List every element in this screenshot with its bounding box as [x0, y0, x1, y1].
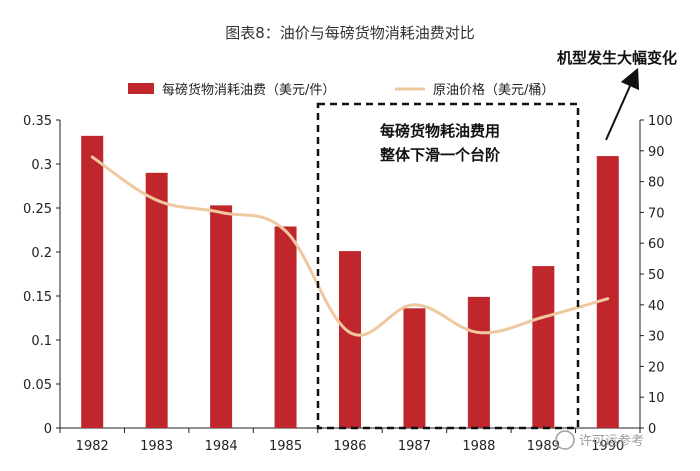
x-tick-label: 1987 [398, 439, 431, 454]
y-left-tick-label: 0.2 [31, 246, 52, 261]
arrow-annotation-text: 机型发生大幅变化 [557, 49, 677, 67]
annotation-arrow [605, 67, 640, 141]
wechat-icon [555, 430, 575, 450]
x-tick-label: 1982 [76, 439, 109, 454]
y-right-tick-label: 0 [648, 422, 656, 437]
bar-1985 [274, 226, 297, 428]
crude-price-line [90, 155, 610, 337]
x-tick-label: 1989 [527, 439, 560, 454]
legend: 每磅货物消耗油费（美元/件） 原油价格（美元/桶） [128, 82, 554, 98]
y-left-tick-label: 0.1 [31, 334, 52, 349]
x-tick-label: 1985 [269, 439, 302, 454]
x-tick-label: 1983 [140, 439, 173, 454]
y-right-tick-label: 50 [648, 268, 665, 283]
bar-1986 [339, 251, 361, 428]
bar-1984 [210, 205, 233, 428]
bar-1987 [403, 308, 426, 428]
legend-line-label: 原油价格（美元/桶） [433, 82, 554, 98]
axes: 0 0.05 0.1 0.15 0.2 0.25 0.3 0.35 0 10 20 30 40 50 60 7… [23, 114, 673, 454]
y-left-tick-label: 0.35 [23, 114, 52, 129]
legend-bar-label: 每磅货物消耗油费（美元/件） [162, 82, 335, 98]
y-left-tick-label: 0 [44, 422, 52, 437]
y-right-tick-label: 60 [648, 237, 665, 252]
y-right-tick-label: 80 [648, 176, 665, 191]
x-tick-label: 1984 [205, 439, 238, 454]
y-left-tick-label: 0.15 [23, 290, 52, 305]
y-left-tick-label: 0.3 [31, 158, 52, 173]
bar-1982 [81, 135, 104, 428]
legend-bar-swatch [128, 83, 154, 94]
y-right-tick-label: 20 [648, 360, 665, 375]
y-right-tick-label: 10 [648, 391, 665, 406]
y-right-tick-label: 30 [648, 330, 665, 345]
y-left-tick-label: 0.05 [23, 378, 52, 393]
y-right-tick-label: 100 [648, 114, 673, 129]
bar-1983 [145, 172, 168, 428]
bar-1988 [467, 296, 490, 428]
annotation-box-text-line1: 每磅货物耗油费用 [380, 122, 500, 140]
x-tick-label: 1990 [591, 439, 624, 454]
watermark-text: 许可运参考 [579, 433, 644, 449]
bar-series [81, 135, 619, 428]
chart-title: 图表8：油价与每磅货物消耗油费对比 [225, 24, 475, 42]
annotation-box [316, 102, 580, 430]
y-right-tick-label: 70 [648, 206, 665, 221]
watermark: 许可运参考 [555, 430, 644, 450]
x-tick-label: 1988 [462, 439, 495, 454]
bar-1990 [596, 156, 619, 428]
y-right-tick-label: 90 [648, 145, 665, 160]
bar-1989 [532, 266, 555, 428]
x-tick-label: 1986 [333, 439, 366, 454]
y-right-tick-label: 40 [648, 299, 665, 314]
annotation-box-text-line2: 整体下滑一个台阶 [380, 146, 501, 164]
y-left-tick-label: 0.25 [23, 202, 52, 217]
